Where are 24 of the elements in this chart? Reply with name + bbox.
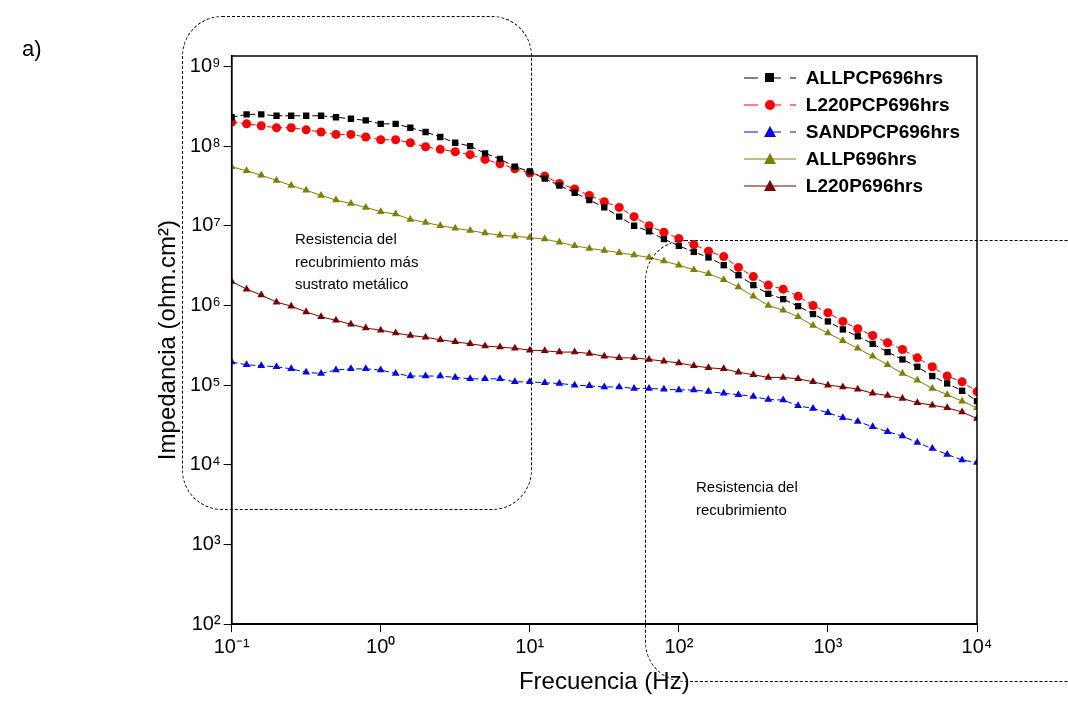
y-tick-label: 10⁵ (190, 372, 221, 395)
text: a) (22, 35, 43, 63)
x-tick-label: 10² (664, 634, 694, 657)
y-tick-label: 10⁹ (189, 53, 221, 76)
legend-label: L220P696hrs (805, 174, 924, 197)
y-tick-label: 10⁶ (190, 292, 221, 315)
legend-label: L220PCP696hrs (805, 93, 950, 116)
legend-label: ALLP696hrs (805, 147, 917, 170)
y-tick-label: 10⁷ (191, 213, 221, 236)
x-tick-label: 10⁻¹ (213, 634, 250, 657)
x-tick-label: 10⁰ (366, 634, 396, 657)
y-tick-label: 10⁸ (189, 133, 221, 156)
x-axis-title: Frecuencia (Hz) (518, 667, 690, 695)
annotation: Resistencia del recubrimiento (696, 477, 799, 520)
y-axis-title: Impedancia (ohm.cm²) (153, 220, 181, 461)
x-tick-label: 10¹ (515, 634, 545, 657)
y-tick-label: 10³ (191, 532, 221, 555)
legend-label: ALLPCP696hrs (805, 66, 944, 89)
legend-label: SANDPCP696hrs (805, 120, 960, 143)
x-tick-label: 10³ (813, 634, 843, 657)
annotation: Resistencia del recubrimiento más sustrato metálico (295, 229, 420, 294)
y-tick-label: 10⁴ (189, 452, 221, 475)
y-tick-label: 10² (191, 611, 221, 634)
x-tick-label: 10⁴ (961, 634, 993, 657)
